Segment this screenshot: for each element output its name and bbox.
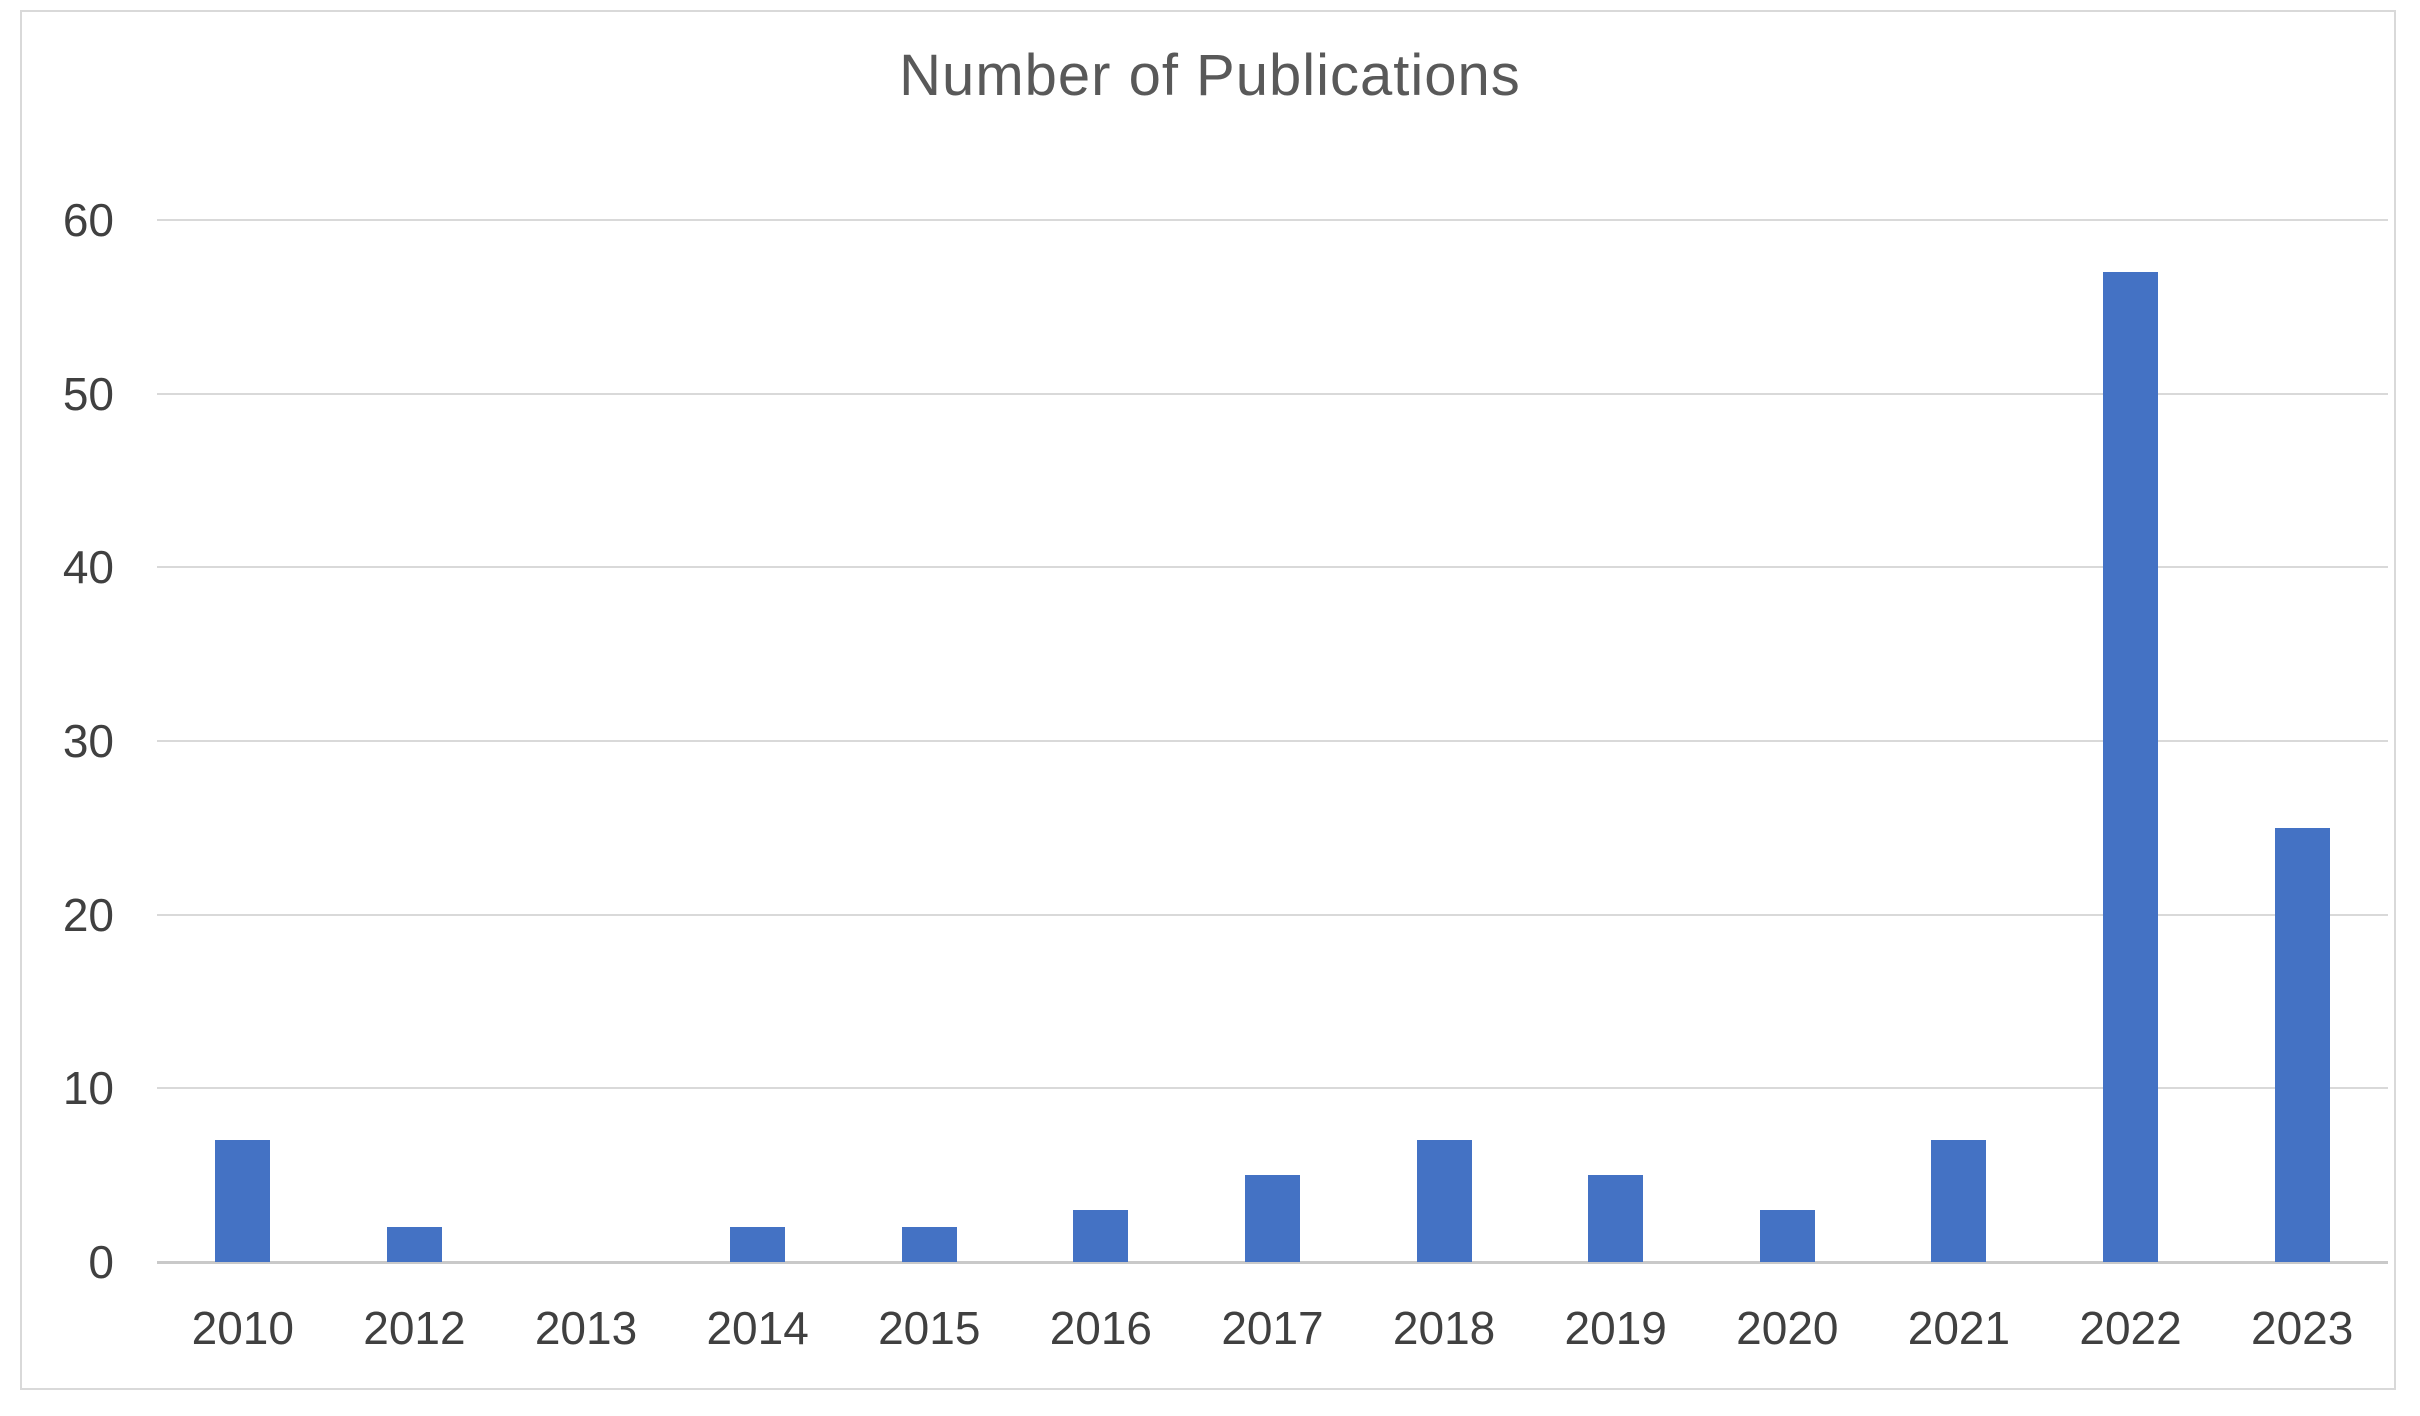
gridline-y-30: [157, 740, 2388, 742]
x-tick-label: 2010: [191, 1302, 294, 1354]
x-tick-label: 2018: [1392, 1302, 1496, 1354]
x-tick-label: 2020: [1736, 1302, 1839, 1354]
gridline-y-40: [157, 566, 2388, 569]
bar-2018: [1416, 1140, 1472, 1262]
bar-2021: [1931, 1140, 1987, 1262]
x-axis-line: [157, 1261, 2388, 1264]
bar-2019: [1588, 1175, 1644, 1262]
gridline-y-10: [157, 1087, 2388, 1090]
chart-frame: [20, 10, 2396, 1390]
y-tick-label: 20: [62, 888, 114, 941]
gridline-y-60: [157, 219, 2388, 221]
gridline-y-50: [157, 392, 2388, 395]
bar-2010: [215, 1140, 271, 1262]
x-tick-label: 2021: [1907, 1302, 2011, 1354]
gridline-y-20: [157, 913, 2388, 916]
chart-title: Number of Publications: [899, 43, 1521, 108]
y-tick-label: 60: [62, 194, 114, 246]
x-tick-label: 2022: [2079, 1302, 2182, 1354]
x-tick-label: 2014: [706, 1302, 809, 1354]
y-tick-label: 30: [62, 715, 114, 767]
x-tick-label: 2012: [363, 1302, 466, 1354]
x-tick-label: 2017: [1221, 1302, 1324, 1354]
y-tick-label: 10: [62, 1062, 114, 1115]
bar-2017: [1245, 1175, 1300, 1262]
bar-2016: [1073, 1209, 1129, 1262]
bar-2015: [901, 1227, 957, 1262]
y-tick-label: 40: [62, 541, 114, 594]
bar-2020: [1759, 1209, 1815, 1262]
x-tick-label: 2019: [1564, 1302, 1667, 1354]
bar-2014: [730, 1227, 786, 1262]
y-tick-label: 50: [62, 367, 114, 420]
bar-2022: [2103, 272, 2159, 1262]
x-tick-label: 2015: [878, 1302, 981, 1354]
x-tick-label: 2013: [534, 1302, 638, 1354]
x-tick-label: 2023: [2251, 1302, 2354, 1354]
bar-2023: [2274, 827, 2330, 1262]
y-tick-label: 0: [88, 1236, 114, 1288]
x-tick-label: 2016: [1049, 1302, 1153, 1354]
bar-2012: [386, 1227, 442, 1262]
